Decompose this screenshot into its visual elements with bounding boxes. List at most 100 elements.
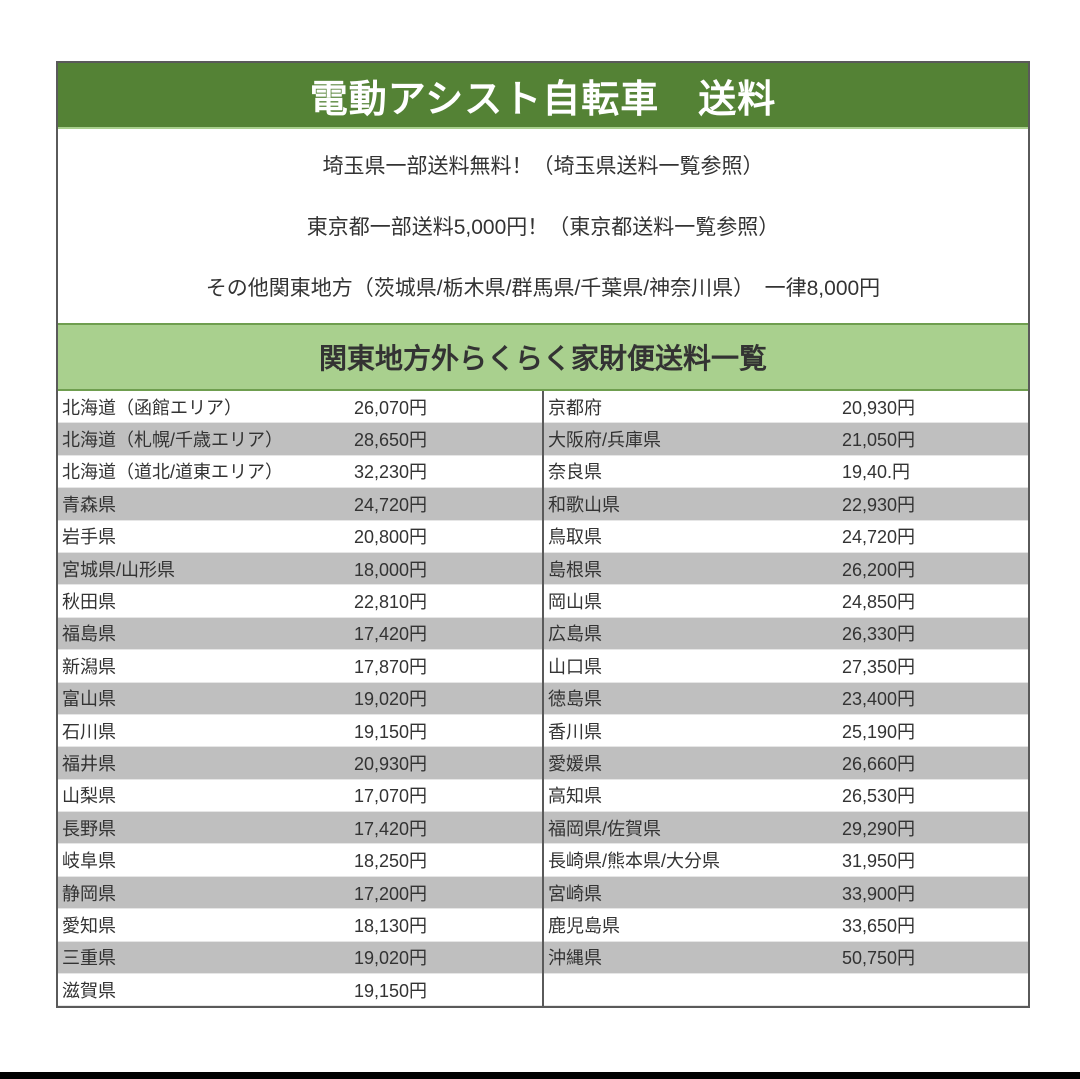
region-name: 福井県 xyxy=(62,753,116,774)
region-name: 沖縄県 xyxy=(548,948,602,969)
region-name: 岩手県 xyxy=(62,527,116,548)
region-name: 島根県 xyxy=(548,559,602,580)
page-title: 電動アシスト自転車 送料 xyxy=(309,78,777,121)
table-row: 青森県 24,720円 xyxy=(58,488,542,521)
shipping-price: 19,150円 xyxy=(354,980,428,1001)
bottom-bar xyxy=(0,1072,1080,1079)
region-name: 高知県 xyxy=(548,786,602,807)
shipping-price: 27,350円 xyxy=(842,656,916,677)
region-name: 京都府 xyxy=(548,397,602,418)
table-row: 鹿児島県 33,650円 xyxy=(544,909,1028,942)
region-name: 大阪府/兵庫県 xyxy=(548,430,662,451)
table-row: 秋田県 22,810円 xyxy=(58,585,542,618)
shipping-price: 18,250円 xyxy=(354,851,428,872)
shipping-price: 50,750円 xyxy=(842,948,916,969)
region-name: 青森県 xyxy=(62,494,116,515)
table-row: 山梨県 17,070円 xyxy=(58,780,542,813)
region-name: 香川県 xyxy=(548,721,602,742)
shipping-price: 24,720円 xyxy=(842,527,916,548)
table-row: 鳥取県 24,720円 xyxy=(544,521,1028,553)
shipping-price: 26,660円 xyxy=(842,753,916,774)
shipping-price: 24,720円 xyxy=(354,494,428,515)
shipping-price: 22,930円 xyxy=(842,494,916,515)
table-row: 静岡県 17,200円 xyxy=(58,876,542,910)
shipping-price: 17,070円 xyxy=(354,786,428,807)
info-section: 埼玉県一部送料無料！（埼玉県送料一覧参照） 東京都一部送料5,000円！（東京都… xyxy=(58,129,1028,323)
table-row: 福岡県/佐賀県 29,290円 xyxy=(544,812,1028,845)
shipping-price: 19,020円 xyxy=(354,689,428,710)
region-name: 長野県 xyxy=(62,818,116,839)
table-row: 三重県 19,020円 xyxy=(58,941,542,975)
region-name: 鹿児島県 xyxy=(548,915,620,936)
region-name: 和歌山県 xyxy=(548,494,620,515)
subtitle: 関東地方外らくらく家財便送料一覧 xyxy=(318,343,767,374)
shipping-price: 19,020円 xyxy=(354,948,428,969)
region-name: 愛知県 xyxy=(62,915,116,936)
table-row: 岐阜県 18,250円 xyxy=(58,844,542,877)
table-row: 北海道（道北/道東エリア） 32,230円 xyxy=(58,456,542,489)
shipping-price: 29,290円 xyxy=(842,818,916,839)
shipping-price: 25,190円 xyxy=(842,721,916,742)
shipping-price: 24,850円 xyxy=(842,592,916,613)
shipping-price: 18,000円 xyxy=(354,559,428,580)
region-name: 宮崎県 xyxy=(548,883,602,904)
table-row: 広島県 26,330円 xyxy=(544,617,1028,651)
table-row: 宮城県/山形県 18,000円 xyxy=(58,552,542,586)
table-row: 愛知県 18,130円 xyxy=(58,909,542,942)
shipping-price: 28,650円 xyxy=(354,430,428,451)
region-name: 山口県 xyxy=(548,656,602,677)
region-name: 三重県 xyxy=(62,948,116,969)
table-row xyxy=(544,974,1028,1007)
fee-column-right: 京都府 20,930円大阪府/兵庫県 21,050円奈良県 19,40.円和歌山県 22… xyxy=(544,391,1028,1007)
table-row: 愛媛県 26,660円 xyxy=(544,747,1028,780)
table-row: 長崎県/熊本県/大分県 31,950円 xyxy=(544,844,1028,877)
region-name: 石川県 xyxy=(62,721,116,742)
table-row: 奈良県 19,40.円 xyxy=(544,456,1028,489)
table-row: 新潟県 17,870円 xyxy=(58,650,542,683)
info-saitama: 埼玉県一部送料無料！（埼玉県送料一覧参照） xyxy=(322,155,764,179)
region-name: 北海道（札幌/千歳エリア） xyxy=(62,430,283,451)
shipping-price: 22,810円 xyxy=(354,592,428,613)
table-row: 和歌山県 22,930円 xyxy=(544,488,1028,521)
table-row: 香川県 25,190円 xyxy=(544,715,1028,748)
region-name: 長崎県/熊本県/大分県 xyxy=(548,851,721,872)
shipping-price: 17,420円 xyxy=(354,818,428,839)
shipping-price: 20,930円 xyxy=(842,397,916,418)
shipping-price: 20,930円 xyxy=(354,753,428,774)
table-row: 宮崎県 33,900円 xyxy=(544,876,1028,910)
shipping-fee-sheet: 電動アシスト自転車 送料 埼玉県一部送料無料！（埼玉県送料一覧参照） 東京都一部… xyxy=(56,61,1030,1009)
shipping-price: 26,530円 xyxy=(842,786,916,807)
shipping-price: 17,200円 xyxy=(354,883,428,904)
table-row: 石川県 19,150円 xyxy=(58,715,542,748)
table-row: 沖縄県 50,750円 xyxy=(544,941,1028,975)
shipping-price: 26,070円 xyxy=(354,397,428,418)
region-name: 愛媛県 xyxy=(548,753,602,774)
title-bar: 電動アシスト自転車 送料 xyxy=(58,63,1028,129)
shipping-price: 17,420円 xyxy=(354,624,428,645)
table-row: 岡山県 24,850円 xyxy=(544,585,1028,618)
region-name: 奈良県 xyxy=(548,462,602,483)
info-tokyo: 東京都一部送料5,000円！（東京都送料一覧参照） xyxy=(306,215,780,239)
region-name: 新潟県 xyxy=(62,656,116,677)
table-row: 富山県 19,020円 xyxy=(58,682,542,715)
shipping-price: 33,650円 xyxy=(842,915,916,936)
region-name: 鳥取県 xyxy=(548,527,602,548)
subtitle-bar: 関東地方外らくらく家財便送料一覧 xyxy=(58,323,1028,391)
shipping-price: 19,40.円 xyxy=(842,462,911,483)
region-name: 徳島県 xyxy=(548,689,602,710)
table-row: 北海道（函館エリア） 26,070円 xyxy=(58,391,542,424)
table-row: 岩手県 20,800円 xyxy=(58,521,542,553)
shipping-price: 26,200円 xyxy=(842,559,916,580)
region-name: 北海道（道北/道東エリア） xyxy=(62,462,283,483)
table-row: 高知県 26,530円 xyxy=(544,780,1028,813)
shipping-price: 26,330円 xyxy=(842,624,916,645)
region-name: 富山県 xyxy=(62,689,116,710)
fee-column-left: 北海道（函館エリア） 26,070円北海道（札幌/千歳エリア） 28,650円北海道… xyxy=(58,391,544,1007)
region-name: 静岡県 xyxy=(62,883,116,904)
region-name: 福岡県/佐賀県 xyxy=(548,818,662,839)
shipping-price: 21,050円 xyxy=(842,430,916,451)
fee-table: 北海道（函館エリア） 26,070円北海道（札幌/千歳エリア） 28,650円北海道… xyxy=(58,391,1028,1007)
shipping-price: 18,130円 xyxy=(354,915,428,936)
table-row: 京都府 20,930円 xyxy=(544,391,1028,424)
region-name: 宮城県/山形県 xyxy=(62,559,176,580)
